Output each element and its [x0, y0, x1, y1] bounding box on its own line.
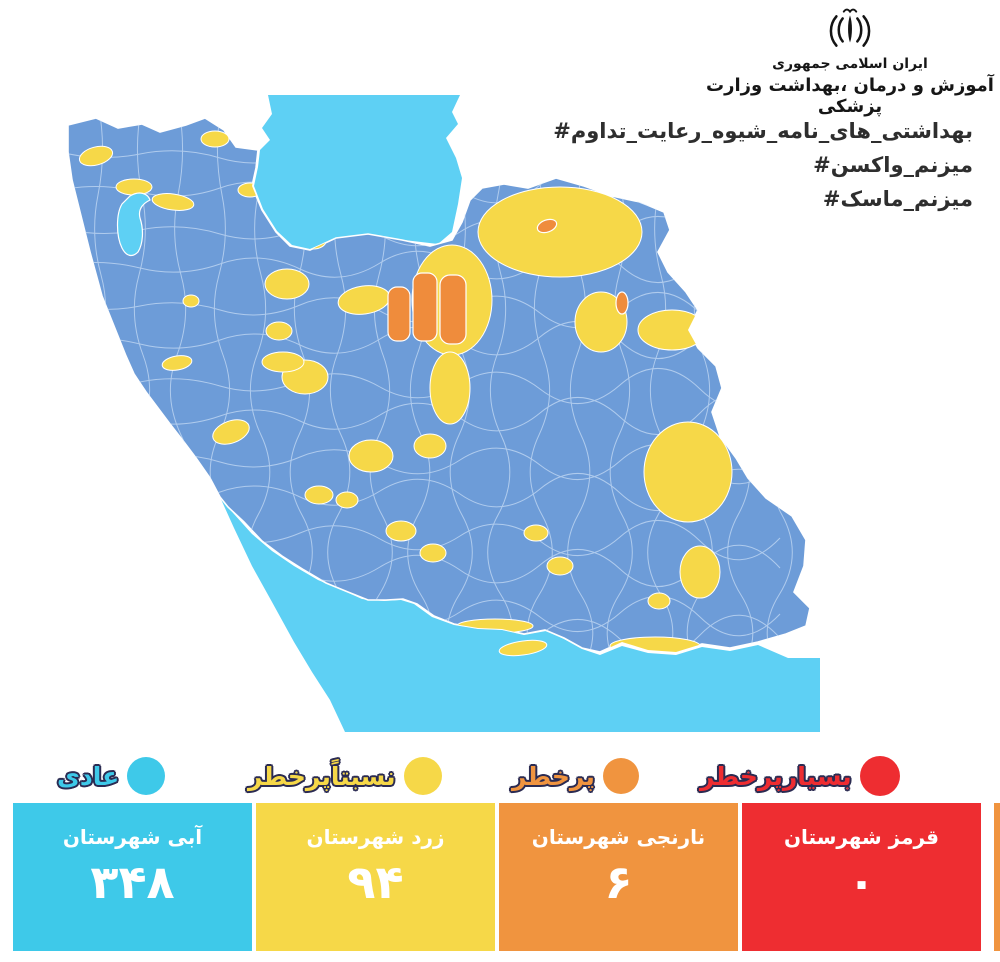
yellow-county-patches — [78, 130, 733, 652]
ministry-header: جمهوری‎ اسلامی‎ ایران وزارت‎ بهداشت،‎ در… — [700, 8, 1000, 117]
legend-dot-medium-risk-icon — [403, 757, 442, 795]
summary-box-red-title: شهرستان‎ قرمز — [783, 825, 940, 849]
summary-box-blue-count: ۳۴۸ — [90, 855, 175, 909]
legend-item-high-risk: پرخطر — [512, 752, 639, 800]
legend-item-very-high-risk: بسیارپرخطر — [700, 752, 900, 800]
summary-box-yellow-title: شهرستان‎ زرد — [306, 825, 445, 849]
legend-dot-normal-icon — [127, 757, 166, 795]
legend-item-medium-risk: نسبتاًپرخطر — [248, 752, 442, 800]
orange-county-patches — [387, 218, 629, 345]
summary-box-orange-title: شهرستان‎ نارنجی — [531, 825, 706, 849]
summary-box-yellow: شهرستان‎ زرد ۹۴ — [256, 803, 495, 951]
caspian-sea — [254, 95, 462, 249]
summary-box-red: شهرستان‎ قرمز ۰ — [742, 803, 981, 951]
legend-item-normal: عادی — [57, 752, 166, 800]
cropped-edge-strip — [994, 803, 1000, 951]
legend-label-normal: عادی — [57, 761, 120, 791]
hashtag-vaccine: #واکسن‎_میزنم — [813, 153, 973, 177]
summary-box-red-count: ۰ — [847, 855, 876, 909]
summary-boxes: شهرستان‎ آبی ۳۴۸ شهرستان‎ زرد ۹۴ شهرستان… — [13, 803, 981, 951]
ministry-name: وزارت‎ بهداشت،‎ درمان‎ و‎ آموزش‎ پزشکی — [706, 75, 994, 117]
summary-box-blue-title: شهرستان‎ آبی — [62, 825, 203, 849]
summary-box-yellow-count: ۹۴ — [347, 855, 404, 909]
hashtag-mask: #ماسک‎_میزنم — [822, 187, 973, 211]
iran-coat-of-arms-icon — [829, 8, 871, 47]
county-borders-texture — [68, 118, 793, 652]
summary-box-orange-count: ۶ — [604, 855, 633, 909]
legend-label-very-high-risk: بسیارپرخطر — [700, 761, 852, 791]
legend-dot-high-risk-icon — [602, 758, 639, 794]
campaign-hashtags: #تداوم‎_رعایت‎_شیوه‎_نامه‎_های‎_بهداشتی … — [553, 114, 973, 216]
summary-box-blue: شهرستان‎ آبی ۳۴۸ — [13, 803, 252, 951]
qeshm-island-patch — [498, 639, 548, 657]
legend-label-medium-risk: نسبتاًپرخطر — [248, 761, 396, 791]
government-name: جمهوری‎ اسلامی‎ ایران — [772, 56, 928, 72]
summary-box-orange: شهرستان‎ نارنجی ۶ — [499, 803, 738, 951]
persian-gulf-sea — [220, 497, 820, 732]
legend-dot-very-high-risk-icon — [859, 756, 900, 796]
legend-label-high-risk: پرخطر — [512, 761, 595, 791]
hashtag-health-protocols: #تداوم‎_رعایت‎_شیوه‎_نامه‎_های‎_بهداشتی — [553, 119, 973, 143]
lake-urmia — [116, 192, 151, 257]
